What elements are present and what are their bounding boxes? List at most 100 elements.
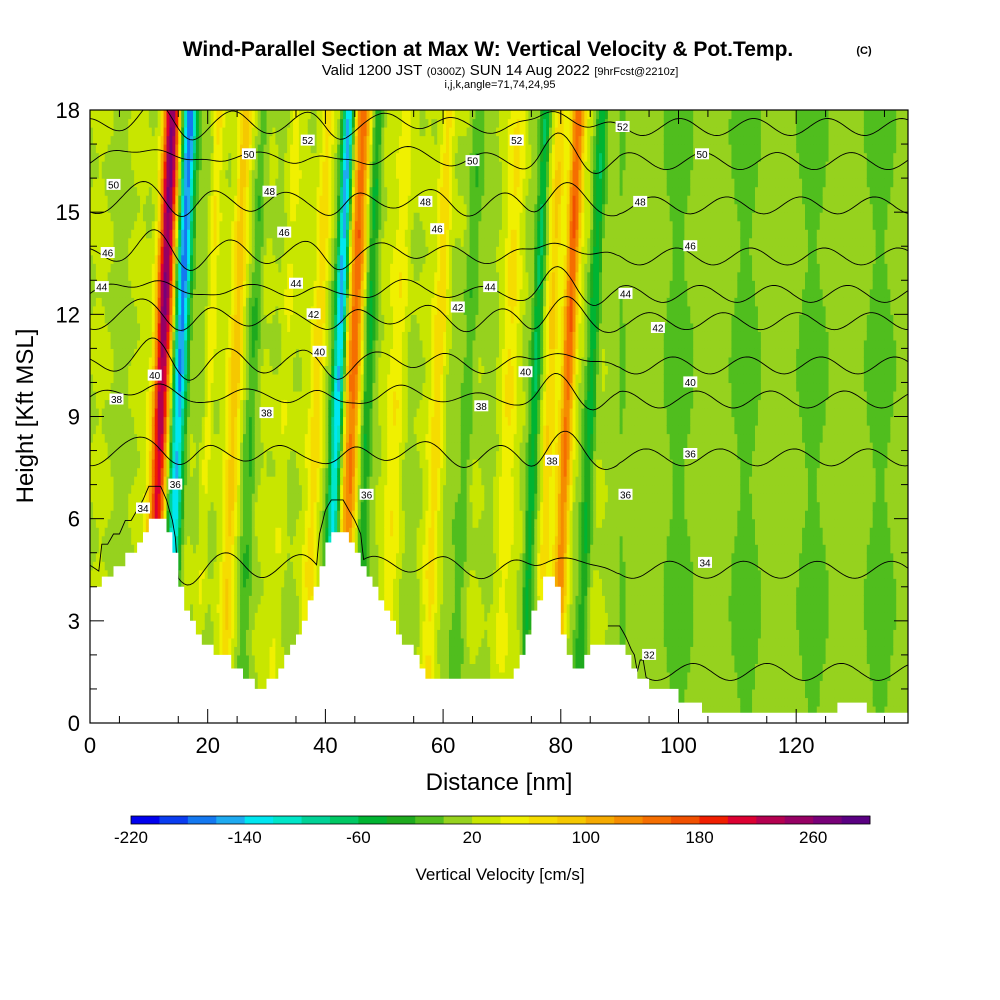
velocity-cell (131, 331, 135, 341)
velocity-cell (98, 544, 103, 554)
velocity-cell (95, 407, 100, 418)
velocity-cell (184, 433, 188, 443)
velocity-cell (107, 484, 112, 494)
velocity-cell (192, 612, 197, 622)
velocity-cell (107, 356, 112, 367)
velocity-cell (195, 425, 200, 435)
velocity-cell (219, 365, 224, 375)
velocity-cell (281, 433, 285, 443)
velocity-cell (113, 518, 118, 528)
velocity-cell (101, 518, 106, 528)
velocity-cell (263, 510, 268, 520)
velocity-cell (113, 484, 118, 494)
velocity-cell (216, 195, 221, 205)
velocity-cell (190, 237, 194, 247)
velocity-cell (145, 518, 150, 528)
velocity-cell (248, 110, 253, 120)
velocity-cell (231, 493, 235, 503)
velocity-cell (245, 348, 250, 358)
velocity-cell (178, 501, 182, 511)
velocity-cell (195, 569, 200, 579)
velocity-cell (160, 476, 165, 486)
velocity-cell (225, 263, 229, 273)
velocity-cell (210, 280, 215, 290)
velocity-cell (278, 407, 282, 418)
velocity-cell (243, 442, 247, 452)
velocity-cell (237, 127, 241, 137)
velocity-cell (187, 246, 191, 256)
velocity-cell (219, 433, 224, 443)
velocity-cell (222, 297, 226, 307)
velocity-cell (125, 127, 129, 137)
velocity-cell (175, 390, 179, 401)
velocity-cell (237, 314, 241, 324)
velocity-cell (192, 399, 197, 409)
velocity-cell (154, 195, 159, 205)
velocity-cell (110, 297, 115, 307)
velocity-cell (128, 212, 132, 222)
velocity-cell (128, 246, 132, 256)
velocity-cell (234, 254, 238, 264)
velocity-cell (234, 484, 238, 494)
velocity-cell (166, 348, 171, 358)
velocity-cell (122, 373, 126, 384)
velocity-cell (178, 288, 182, 298)
velocity-cell (204, 493, 209, 503)
velocity-cell (228, 161, 232, 171)
velocity-cell (190, 425, 194, 435)
velocity-cell (225, 450, 229, 460)
velocity-cell (178, 569, 182, 579)
velocity-cell (228, 535, 232, 545)
velocity-cell (134, 220, 138, 230)
velocity-cell (157, 152, 162, 162)
velocity-cell (234, 459, 238, 469)
velocity-cell (101, 493, 106, 503)
velocity-cell (257, 493, 262, 503)
velocity-cell (234, 467, 238, 477)
velocity-cell (219, 484, 224, 494)
velocity-cell (166, 510, 171, 520)
velocity-cell (110, 135, 115, 145)
velocity-cell (163, 331, 168, 341)
velocity-cell (190, 501, 194, 511)
velocity-cell (269, 305, 274, 315)
velocity-cell (160, 373, 165, 384)
velocity-cell (287, 603, 291, 613)
velocity-cell (257, 288, 262, 298)
velocity-cell (140, 467, 144, 477)
velocity-cell (225, 331, 229, 341)
velocity-cell (110, 552, 115, 562)
velocity-cell (90, 195, 94, 205)
velocity-cell (216, 433, 221, 443)
velocity-cell (119, 212, 123, 222)
velocity-cell (175, 118, 179, 128)
velocity-cell (107, 544, 112, 554)
velocity-cell (98, 493, 103, 503)
velocity-cell (92, 552, 97, 562)
velocity-cell (284, 314, 288, 324)
velocity-cell (107, 493, 112, 503)
velocity-cell (260, 203, 265, 213)
velocity-cell (116, 535, 121, 545)
velocity-cell (198, 416, 203, 426)
velocity-cell (228, 152, 232, 162)
velocity-cell (284, 169, 288, 179)
velocity-cell (160, 288, 165, 298)
velocity-cell (125, 501, 129, 511)
velocity-cell (254, 510, 259, 520)
velocity-cell (231, 373, 235, 384)
velocity-cell (257, 476, 262, 486)
velocity-cell (272, 288, 276, 298)
velocity-cell (157, 348, 162, 358)
velocity-cell (113, 169, 118, 179)
velocity-cell (148, 280, 153, 290)
velocity-cell (251, 399, 256, 409)
velocity-cell (266, 203, 271, 213)
velocity-cell (151, 220, 156, 230)
velocity-cell (107, 569, 112, 579)
velocity-cell (131, 110, 135, 120)
velocity-cell (263, 339, 268, 349)
velocity-cell (275, 382, 279, 392)
velocity-cell (207, 110, 212, 120)
velocity-cell (219, 297, 224, 307)
